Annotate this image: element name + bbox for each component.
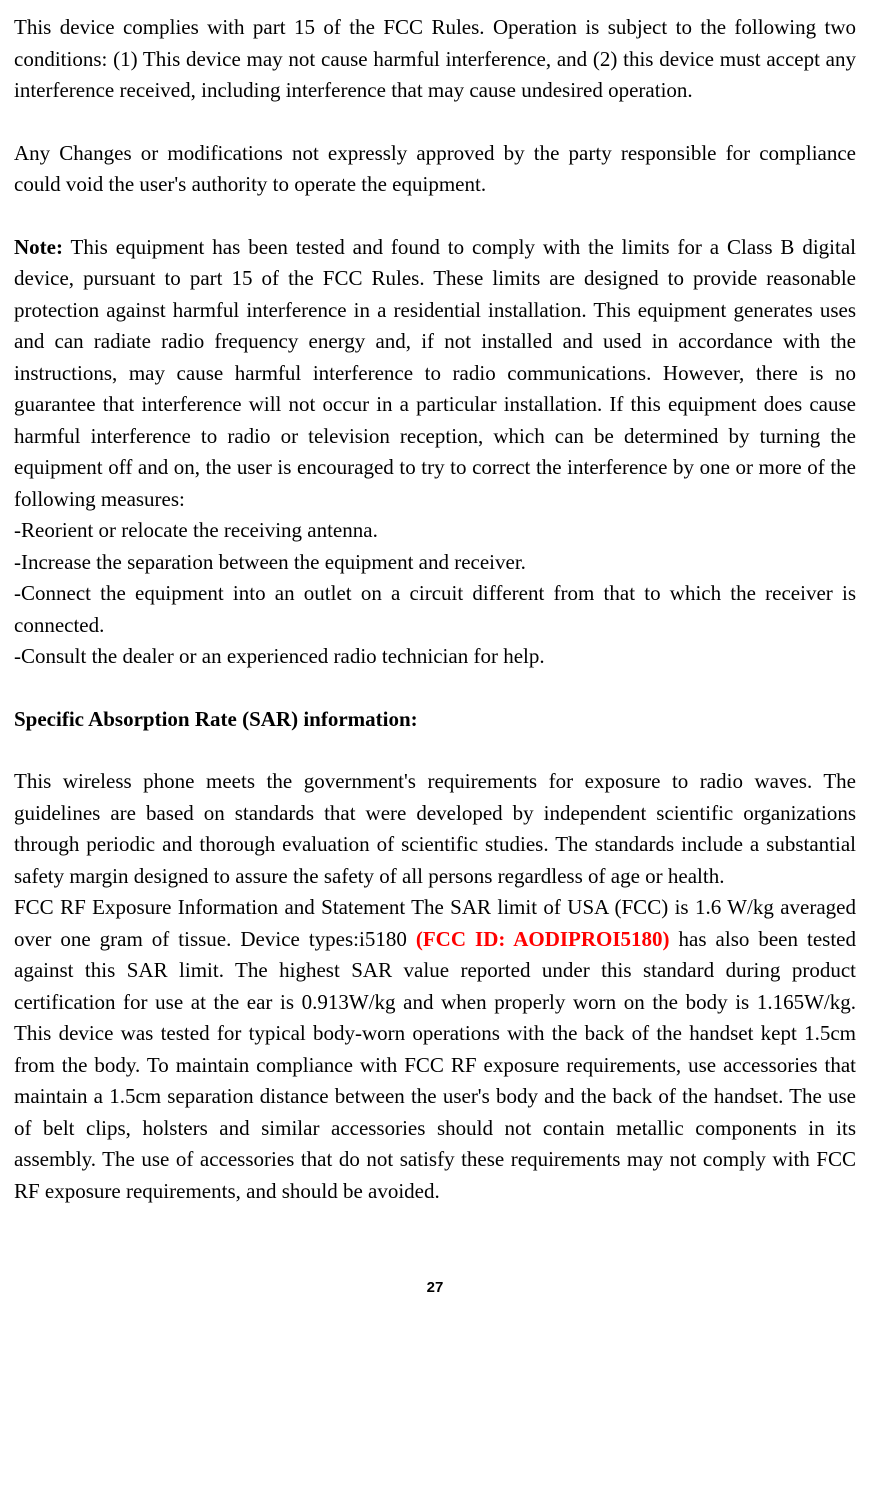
measure-1: -Reorient or relocate the receiving ante… (14, 515, 856, 547)
measure-4: -Consult the dealer or an experienced ra… (14, 641, 856, 673)
note-label: Note: (14, 235, 63, 259)
paragraph-note: Note: This equipment has been tested and… (14, 232, 856, 516)
paragraph-modifications-warning: Any Changes or modifications not express… (14, 138, 856, 201)
fcc-id: (FCC ID: AODIPROI5180) (416, 927, 670, 951)
spacer (14, 673, 856, 704)
spacer (14, 107, 856, 138)
sar-heading: Specific Absorption Rate (SAR) informati… (14, 704, 856, 736)
measure-3: -Connect the equipment into an outlet on… (14, 578, 856, 641)
paragraph-fcc-compliance: This device complies with part 15 of the… (14, 12, 856, 107)
spacer (14, 735, 856, 766)
note-text: This equipment has been tested and found… (14, 235, 856, 511)
spacer (14, 201, 856, 232)
paragraph-sar-details: FCC RF Exposure Information and Statemen… (14, 892, 856, 1207)
document-page: This device complies with part 15 of the… (0, 0, 870, 1326)
page-number: 27 (14, 1279, 856, 1296)
sar-text-b: has also been tested against this SAR li… (14, 927, 856, 1203)
measure-2: -Increase the separation between the equ… (14, 547, 856, 579)
paragraph-sar-intro: This wireless phone meets the government… (14, 766, 856, 892)
